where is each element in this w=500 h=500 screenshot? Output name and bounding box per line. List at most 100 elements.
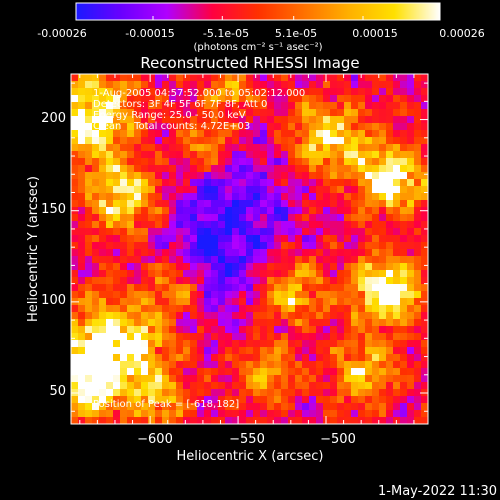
- heatmap-cell: [99, 186, 107, 194]
- heatmap-cell: [169, 333, 177, 341]
- heatmap-cell: [155, 242, 163, 250]
- heatmap-cell: [386, 249, 394, 257]
- heatmap-cell: [414, 235, 422, 243]
- heatmap-cell: [169, 200, 177, 208]
- heatmap-cell: [71, 249, 79, 257]
- heatmap-cell: [351, 123, 359, 131]
- heatmap-cell: [190, 165, 198, 173]
- heatmap-cell: [92, 277, 100, 285]
- heatmap-cell: [78, 298, 86, 306]
- heatmap-cell: [393, 130, 401, 138]
- heatmap-cell: [246, 368, 254, 376]
- heatmap-cell: [106, 221, 114, 229]
- heatmap-cell: [127, 221, 135, 229]
- heatmap-cell: [106, 340, 114, 348]
- y-tick-label-0: 50: [49, 384, 66, 399]
- heatmap-cell: [358, 165, 366, 173]
- heatmap-cell: [169, 382, 177, 390]
- heatmap-cell: [78, 256, 86, 264]
- heatmap-cell: [148, 109, 156, 117]
- heatmap-cell: [386, 228, 394, 236]
- heatmap-cell: [162, 291, 170, 299]
- heatmap-cell: [162, 263, 170, 271]
- heatmap-cell: [414, 249, 422, 257]
- heatmap-cell: [316, 396, 324, 404]
- heatmap-cell: [99, 172, 107, 180]
- heatmap-cell: [120, 333, 128, 341]
- heatmap-cell: [351, 242, 359, 250]
- heatmap-cell: [414, 74, 422, 82]
- heatmap-cell: [176, 123, 184, 131]
- heatmap-cell: [281, 319, 289, 327]
- colorbar: -0.00026 -0.00015 -5.1e-05 5.1e-05 0.000…: [37, 2, 485, 53]
- heatmap-cell: [407, 340, 415, 348]
- heatmap-cell: [400, 368, 408, 376]
- heatmap-cell: [386, 193, 394, 201]
- heatmap-cell: [127, 312, 135, 320]
- heatmap-cell: [393, 172, 401, 180]
- heatmap-cell: [260, 130, 268, 138]
- heatmap-cell: [281, 354, 289, 362]
- heatmap-cell: [120, 193, 128, 201]
- heatmap-cell: [421, 326, 428, 334]
- annotation-detectors: Detectors: 3F 4F 5F 6F 7F 8F, Att 0: [93, 99, 267, 110]
- heatmap-cell: [211, 109, 219, 117]
- heatmap-cell: [148, 193, 156, 201]
- heatmap-cell: [155, 235, 163, 243]
- heatmap-cell: [218, 172, 226, 180]
- heatmap-cell: [260, 312, 268, 320]
- heatmap-cell: [127, 130, 135, 138]
- heatmap-cell: [218, 326, 226, 334]
- heatmap-cell: [386, 354, 394, 362]
- heatmap-cell: [127, 165, 135, 173]
- heatmap-cell: [407, 263, 415, 271]
- heatmap-cell: [267, 144, 275, 152]
- heatmap-cell: [218, 95, 226, 103]
- heatmap-cell: [421, 368, 428, 376]
- heatmap-cell: [162, 354, 170, 362]
- heatmap-cell: [316, 242, 324, 250]
- heatmap-cell: [71, 109, 79, 117]
- heatmap-cell: [344, 396, 352, 404]
- heatmap-cell: [407, 333, 415, 341]
- heatmap-cell: [232, 354, 240, 362]
- heatmap-cell: [316, 263, 324, 271]
- heatmap-cell: [85, 375, 93, 383]
- heatmap-cell: [274, 95, 282, 103]
- heatmap-cell: [92, 375, 100, 383]
- heatmap-cell: [176, 172, 184, 180]
- heatmap-cell: [197, 130, 205, 138]
- heatmap-cell: [330, 319, 338, 327]
- heatmap-cell: [141, 221, 149, 229]
- heatmap-cell: [316, 109, 324, 117]
- heatmap-cell: [106, 242, 114, 250]
- heatmap-cell: [407, 277, 415, 285]
- heatmap-cell: [176, 298, 184, 306]
- heatmap-cell: [302, 88, 310, 96]
- heatmap-cell: [141, 123, 149, 131]
- heatmap-cell: [400, 193, 408, 201]
- heatmap-cell: [351, 333, 359, 341]
- heatmap-cell: [337, 263, 345, 271]
- heatmap-cell: [253, 361, 261, 369]
- heatmap-cell: [337, 95, 345, 103]
- heatmap-cell: [134, 417, 142, 424]
- heatmap-cell: [148, 396, 156, 404]
- heatmap-cell: [127, 368, 135, 376]
- heatmap-cell: [379, 403, 387, 411]
- heatmap-cell: [106, 179, 114, 187]
- heatmap-cell: [302, 319, 310, 327]
- heatmap-cell: [176, 312, 184, 320]
- heatmap-cell: [372, 242, 380, 250]
- heatmap-cell: [295, 207, 303, 215]
- heatmap-cell: [71, 270, 79, 278]
- heatmap-cell: [281, 158, 289, 166]
- heatmap-cell: [260, 200, 268, 208]
- heatmap-cell: [169, 256, 177, 264]
- heatmap-cell: [162, 214, 170, 222]
- heatmap-cell: [393, 179, 401, 187]
- heatmap-cell: [204, 158, 212, 166]
- heatmap-cell: [204, 263, 212, 271]
- heatmap-cell: [197, 242, 205, 250]
- heatmap-cell: [393, 354, 401, 362]
